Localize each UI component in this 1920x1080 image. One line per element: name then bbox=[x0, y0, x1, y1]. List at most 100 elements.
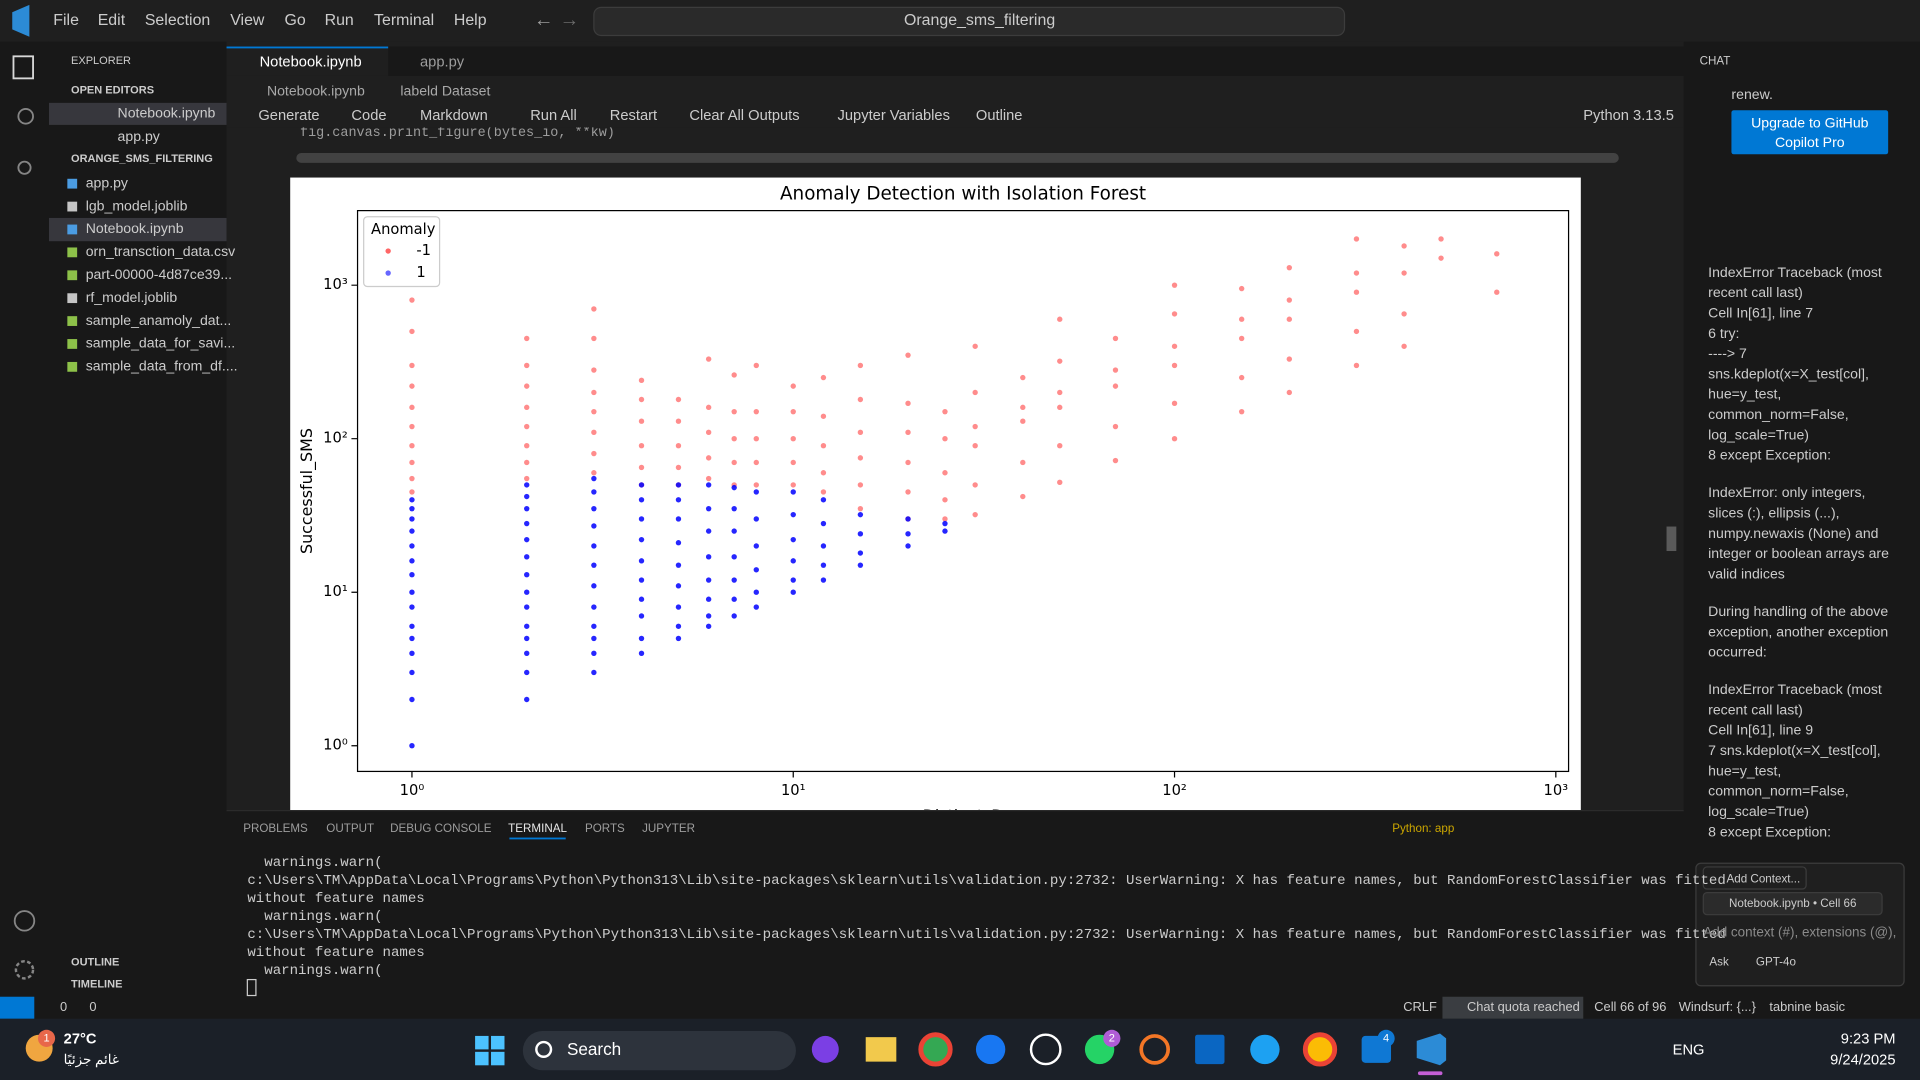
app-icon[interactable] bbox=[1139, 1034, 1170, 1065]
point bbox=[1171, 400, 1178, 407]
breadcrumb[interactable]: Notebook.ipynb bbox=[267, 83, 365, 99]
point bbox=[753, 362, 759, 369]
file-item[interactable]: lgb_model.joblib bbox=[86, 197, 188, 213]
point bbox=[638, 464, 645, 471]
panel-tab[interactable]: TERMINAL bbox=[508, 822, 567, 835]
app-icon[interactable] bbox=[975, 1034, 1006, 1065]
menu-item[interactable]: Go bbox=[284, 12, 305, 29]
app-icon[interactable] bbox=[1250, 1034, 1280, 1065]
add-context[interactable]: Add Context... bbox=[1727, 872, 1801, 885]
scm-icon[interactable] bbox=[17, 160, 32, 175]
app-icon[interactable] bbox=[1416, 1033, 1447, 1066]
terminal-name[interactable]: Python: app bbox=[1392, 822, 1454, 835]
command-center[interactable] bbox=[593, 6, 1346, 37]
menu-item[interactable]: Terminal bbox=[374, 12, 434, 29]
point bbox=[731, 596, 737, 602]
app-icon[interactable] bbox=[865, 1037, 897, 1062]
search-icon[interactable] bbox=[17, 108, 34, 125]
chat-placeholder[interactable]: Add context (#), extensions (@), bbox=[1703, 925, 1896, 940]
mode-picker[interactable]: Ask bbox=[1709, 956, 1729, 969]
context-chip[interactable] bbox=[1702, 892, 1883, 916]
panel-tab[interactable]: PROBLEMS bbox=[243, 822, 308, 835]
app-icon[interactable] bbox=[918, 1032, 953, 1067]
menu-item[interactable]: Help bbox=[454, 12, 487, 29]
search-label[interactable]: Search bbox=[567, 1039, 621, 1059]
file-item[interactable]: sample_anamoly_dat... bbox=[86, 312, 232, 328]
clock-time[interactable]: 9:23 PM bbox=[1841, 1031, 1896, 1047]
error-count[interactable]: 0 bbox=[60, 999, 67, 1014]
point bbox=[753, 408, 759, 415]
file-item[interactable]: part-00000-4d87ce39... bbox=[86, 266, 232, 282]
clock-date[interactable]: 9/24/2025 bbox=[1830, 1052, 1895, 1068]
start-tile[interactable] bbox=[491, 1051, 505, 1066]
point bbox=[409, 650, 415, 656]
point bbox=[409, 423, 415, 430]
section-header[interactable]: OUTLINE bbox=[71, 956, 119, 968]
menu-item[interactable]: File bbox=[53, 12, 79, 29]
file-item[interactable]: sample_data_for_savi... bbox=[86, 335, 235, 351]
point bbox=[591, 450, 597, 457]
context-chip-label[interactable]: Notebook.ipynb • Cell 66 bbox=[1729, 897, 1857, 910]
add-context-button[interactable] bbox=[1702, 866, 1807, 890]
point bbox=[790, 383, 796, 389]
file-item[interactable]: Notebook.ipynb bbox=[86, 220, 184, 236]
section-header[interactable]: TIMELINE bbox=[71, 978, 122, 990]
accounts-icon[interactable] bbox=[13, 910, 36, 932]
toolbar-button[interactable]: Restart bbox=[610, 108, 657, 124]
file-item[interactable]: orn_transction_data.csv bbox=[86, 243, 235, 259]
app-icon[interactable] bbox=[1195, 1034, 1225, 1065]
breadcrumb[interactable]: labeld Dataset bbox=[400, 83, 490, 99]
status-item[interactable]: tabnine basic bbox=[1769, 999, 1845, 1014]
toolbar-button[interactable]: Clear All Outputs bbox=[689, 108, 799, 124]
h-scrollbar[interactable] bbox=[296, 153, 1619, 163]
search-text[interactable]: Orange_sms_filtering bbox=[904, 12, 1055, 29]
model-picker[interactable]: GPT-4o bbox=[1756, 956, 1796, 969]
open-editor[interactable]: app.py bbox=[118, 128, 161, 144]
file-item[interactable]: rf_model.joblib bbox=[86, 289, 178, 305]
panel-tab[interactable]: DEBUG CONSOLE bbox=[390, 822, 492, 835]
start-tile[interactable] bbox=[475, 1035, 489, 1050]
menu-item[interactable]: Run bbox=[325, 12, 354, 29]
nav-back[interactable]: ← bbox=[534, 9, 554, 31]
point bbox=[731, 435, 737, 442]
kernel-picker[interactable]: Python 3.13.5 bbox=[1583, 108, 1674, 124]
remote-button[interactable] bbox=[0, 996, 35, 1019]
menu-item[interactable]: View bbox=[230, 12, 265, 29]
warning-count[interactable]: 0 bbox=[89, 999, 96, 1014]
status-item[interactable]: Cell 66 of 96 bbox=[1594, 999, 1666, 1014]
toolbar-button[interactable]: Jupyter Variables bbox=[838, 108, 950, 124]
toolbar-button[interactable]: Generate bbox=[258, 108, 319, 124]
upgrade-button[interactable] bbox=[1731, 110, 1889, 155]
menu-item[interactable]: Selection bbox=[145, 12, 210, 29]
editor-tab[interactable]: app.py bbox=[420, 54, 465, 70]
app-icon[interactable] bbox=[1302, 1032, 1338, 1067]
panel-tab[interactable]: PORTS bbox=[585, 822, 625, 835]
open-editor[interactable]: Notebook.ipynb bbox=[118, 105, 216, 121]
start-tile[interactable] bbox=[491, 1035, 505, 1050]
app-icon[interactable] bbox=[1029, 1033, 1062, 1066]
taskbar-search[interactable] bbox=[522, 1031, 796, 1071]
app-icon[interactable] bbox=[811, 1035, 839, 1063]
language[interactable]: ENG bbox=[1673, 1042, 1705, 1058]
section-header[interactable]: OPEN EDITORS bbox=[71, 85, 154, 97]
menu-item[interactable]: Edit bbox=[98, 12, 126, 29]
section-header[interactable]: ORANGE_SMS_FILTERING bbox=[71, 153, 213, 165]
editor-tab[interactable]: Notebook.ipynb bbox=[260, 54, 362, 70]
toolbar-button[interactable]: Run All bbox=[530, 108, 577, 124]
file-item[interactable]: app.py bbox=[86, 174, 129, 190]
status-item[interactable]: Windsurf: {...} bbox=[1679, 999, 1757, 1014]
panel-tab[interactable]: JUPYTER bbox=[642, 822, 695, 835]
settings-icon[interactable] bbox=[14, 960, 35, 980]
v-scrollbar[interactable] bbox=[1666, 526, 1677, 552]
nav-forward[interactable]: → bbox=[560, 9, 580, 31]
active-tab[interactable] bbox=[226, 46, 389, 76]
start-tile[interactable] bbox=[475, 1051, 489, 1066]
toolbar-button[interactable]: Code bbox=[351, 108, 386, 124]
panel-tab[interactable]: OUTPUT bbox=[326, 822, 374, 835]
status-item[interactable]: CRLF bbox=[1403, 999, 1437, 1014]
toolbar-button[interactable]: Outline bbox=[976, 108, 1023, 124]
explorer-icon[interactable] bbox=[12, 55, 34, 80]
toolbar-button[interactable]: Markdown bbox=[420, 108, 488, 124]
file-item[interactable]: sample_data_from_df.... bbox=[86, 358, 238, 374]
status-item[interactable]: Chat quota reached bbox=[1467, 999, 1580, 1014]
